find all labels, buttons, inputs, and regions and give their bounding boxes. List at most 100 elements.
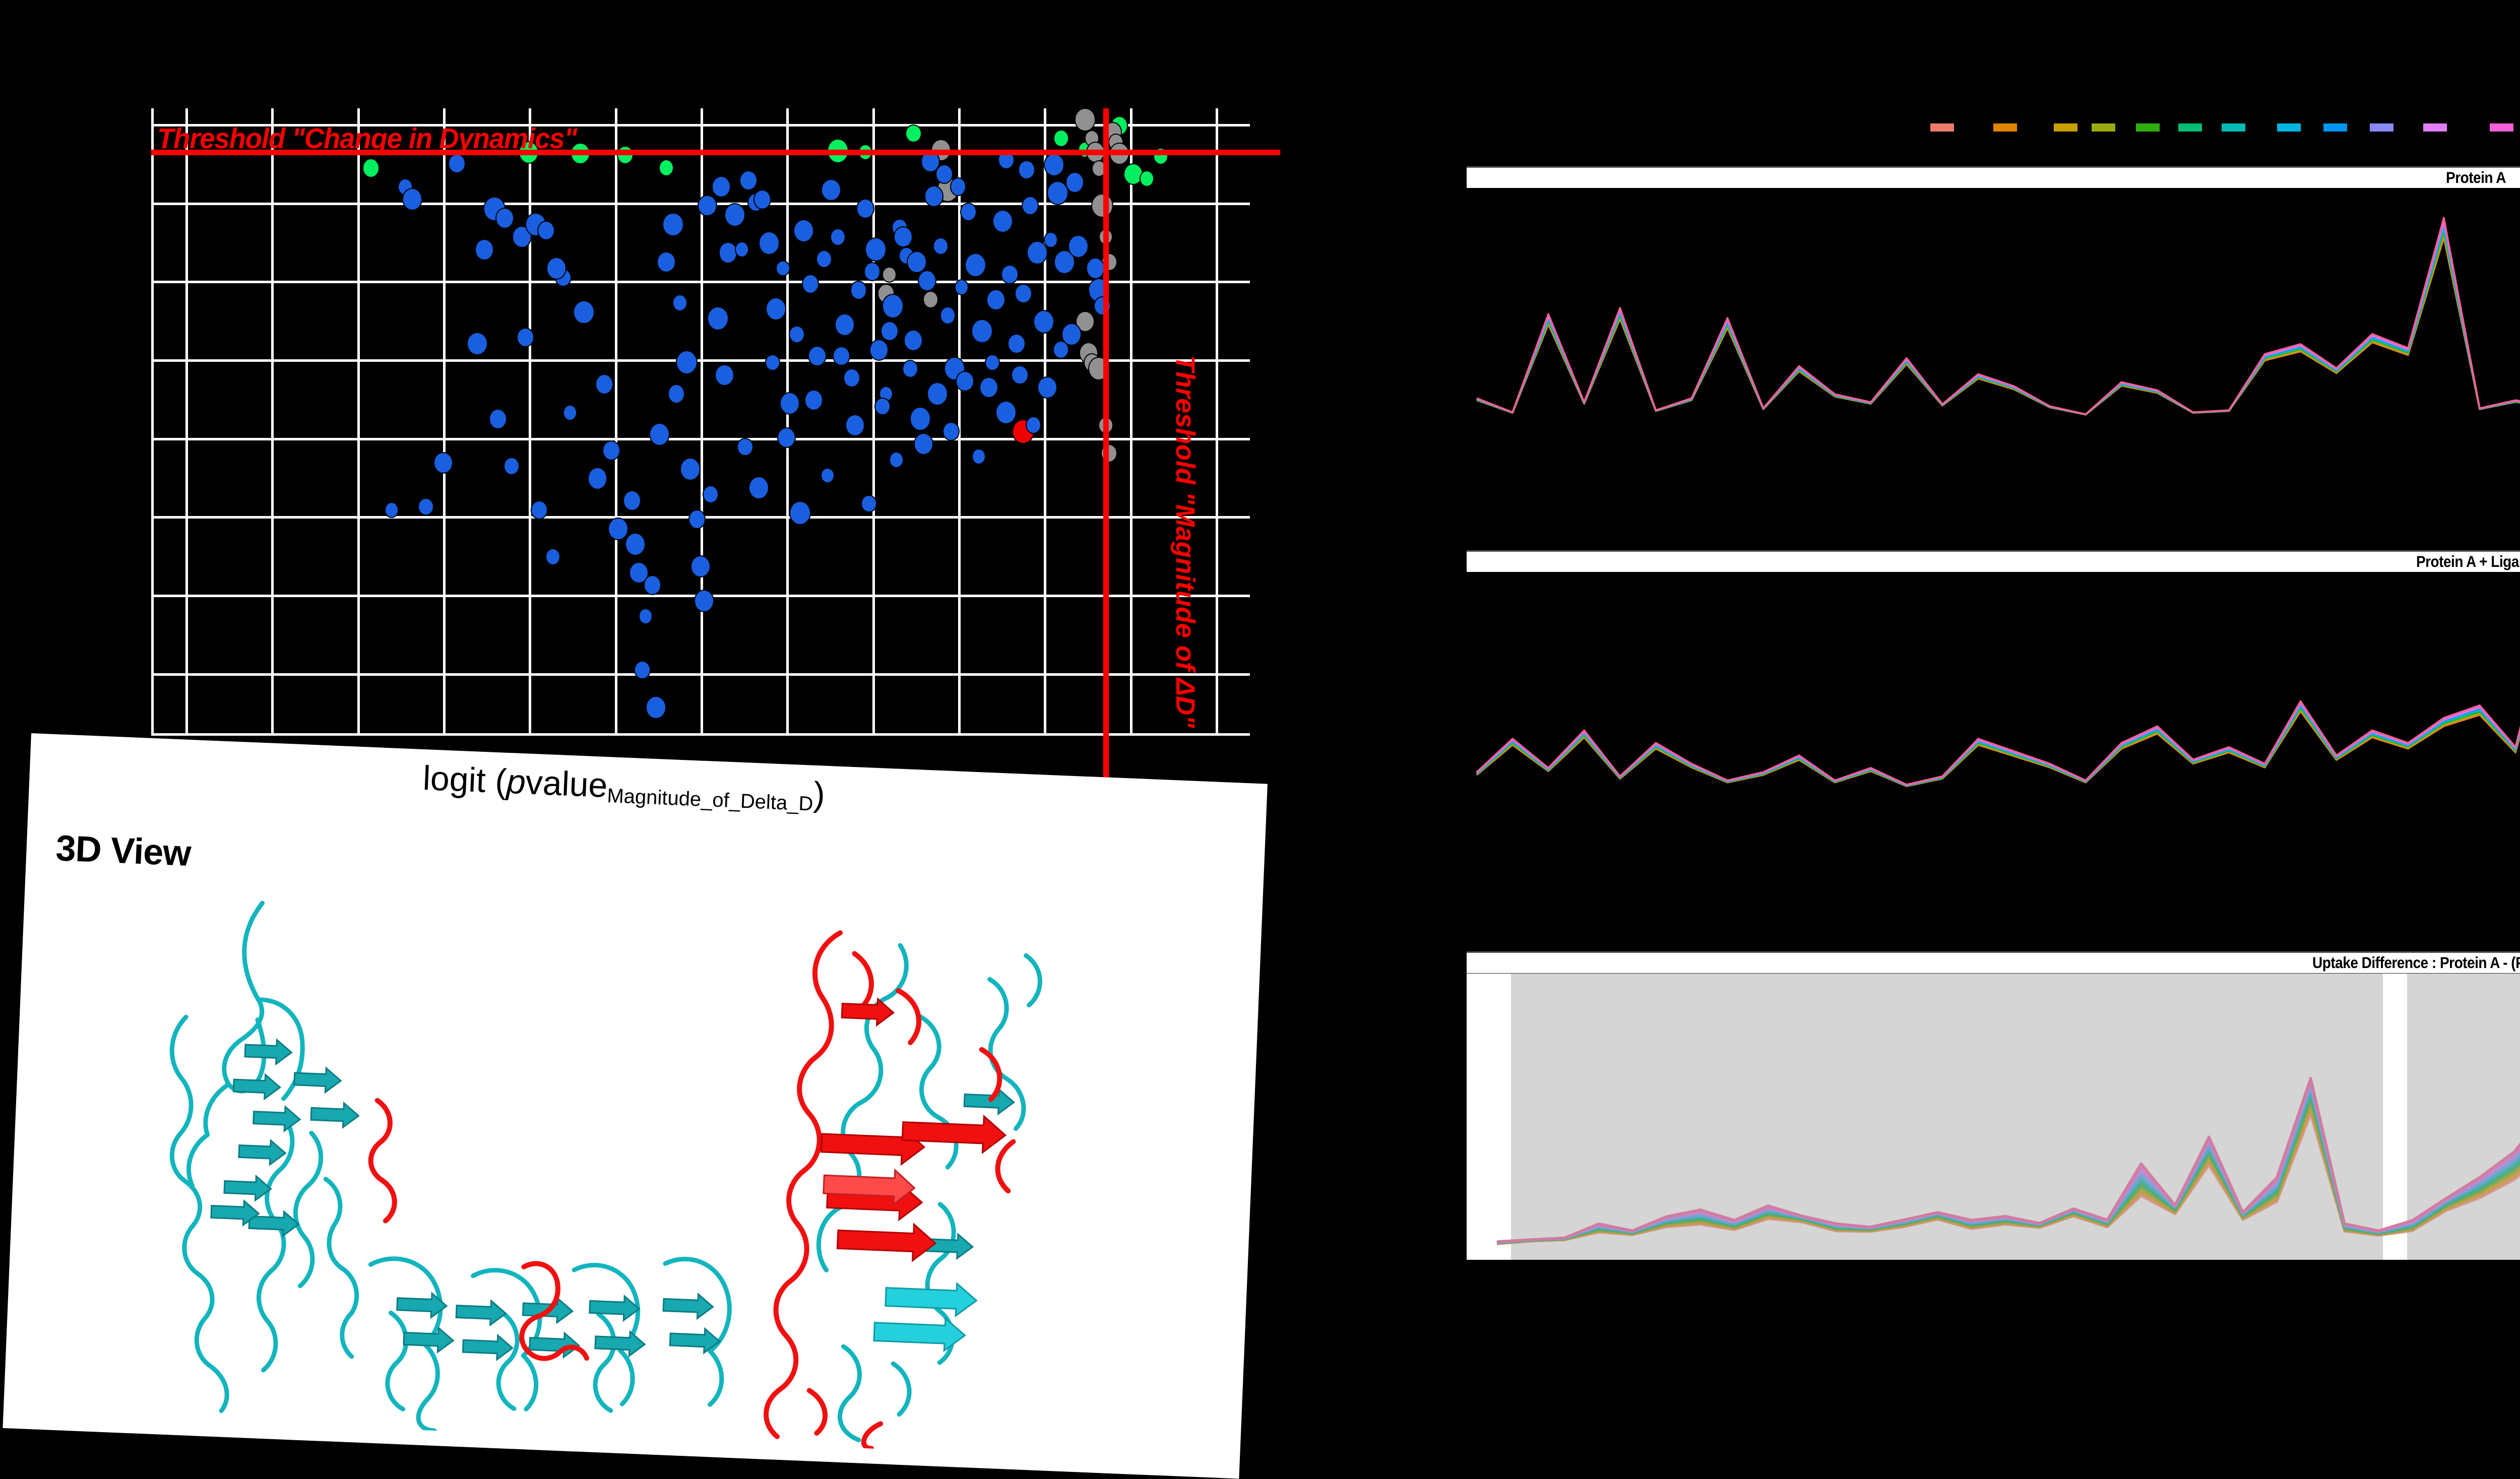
volcano-data-point[interactable]	[917, 270, 937, 292]
volcano-data-point[interactable]	[942, 422, 960, 441]
volcano-data-point[interactable]	[1065, 172, 1085, 193]
volcano-data-point[interactable]	[643, 575, 662, 596]
volcano-data-point[interactable]	[595, 374, 614, 395]
volcano-data-point[interactable]	[1026, 416, 1042, 434]
volcano-data-point[interactable]	[629, 561, 649, 584]
volcano-data-point[interactable]	[649, 423, 670, 446]
volcano-data-point[interactable]	[433, 452, 453, 474]
volcano-data-point[interactable]	[907, 250, 927, 274]
volcano-data-point[interactable]	[956, 370, 975, 392]
volcano-data-point[interactable]	[808, 346, 827, 367]
legend-swatch-11[interactable]	[2423, 123, 2447, 132]
volcano-data-point[interactable]	[793, 219, 814, 242]
volcano-data-point[interactable]	[830, 228, 846, 246]
volcano-data-point[interactable]	[362, 158, 380, 178]
volcano-data-point[interactable]	[748, 476, 770, 500]
volcano-data-point[interactable]	[954, 279, 969, 295]
volcano-data-point[interactable]	[753, 189, 772, 210]
volcano-data-point[interactable]	[869, 339, 889, 361]
volcano-data-point[interactable]	[668, 384, 685, 404]
volcano-data-point[interactable]	[467, 332, 488, 356]
legend-swatch-12[interactable]	[2490, 123, 2513, 132]
volcano-data-point[interactable]	[909, 407, 931, 431]
3d-view-panel[interactable]: logit (pvalueMagnitude_of_Delta_D) 3D Vi…	[3, 733, 1268, 1479]
volcano-data-point[interactable]	[1015, 283, 1032, 303]
uptake-plot-protein-a[interactable]	[1467, 191, 2520, 438]
volcano-data-point[interactable]	[646, 696, 666, 719]
volcano-data-point[interactable]	[563, 405, 578, 421]
volcano-data-point[interactable]	[402, 188, 422, 211]
legend-swatch-9[interactable]	[2323, 123, 2347, 132]
volcano-data-point[interactable]	[1047, 181, 1068, 206]
legend-swatch-7[interactable]	[2222, 123, 2245, 132]
volcano-data-point[interactable]	[703, 485, 719, 503]
volcano-data-point[interactable]	[698, 195, 717, 217]
volcano-data-point[interactable]	[488, 408, 508, 429]
volcano-data-point[interactable]	[1007, 333, 1026, 354]
legend-swatch-4[interactable]	[2092, 123, 2115, 132]
legend-swatch-3[interactable]	[2054, 123, 2077, 132]
uptake-legend[interactable]	[1457, 123, 2520, 137]
volcano-data-point[interactable]	[679, 457, 701, 481]
volcano-data-point[interactable]	[724, 203, 746, 227]
volcano-data-point[interactable]	[880, 320, 899, 342]
volcano-data-point[interactable]	[939, 306, 956, 325]
volcano-data-point[interactable]	[971, 319, 993, 343]
volcano-data-point[interactable]	[676, 350, 698, 375]
legend-swatch-2[interactable]	[1993, 123, 2017, 132]
volcano-data-point[interactable]	[835, 313, 855, 336]
volcano-data-point[interactable]	[935, 164, 954, 184]
volcano-data-point[interactable]	[889, 451, 904, 468]
volcano-data-point[interactable]	[832, 346, 850, 366]
volcano-data-point[interactable]	[986, 289, 1005, 310]
volcano-data-point[interactable]	[638, 608, 653, 625]
volcano-data-point[interactable]	[694, 589, 714, 612]
volcano-data-point[interactable]	[821, 467, 835, 484]
volcano-data-point[interactable]	[690, 555, 711, 578]
legend-swatch-1[interactable]	[1930, 123, 1954, 132]
volcano-data-point[interactable]	[905, 124, 922, 143]
volcano-data-point[interactable]	[622, 490, 641, 511]
volcano-data-point[interactable]	[933, 237, 949, 255]
volcano-data-point[interactable]	[766, 297, 787, 321]
volcano-data-point[interactable]	[950, 177, 967, 196]
volcano-data-point[interactable]	[662, 212, 684, 236]
volcano-data-point[interactable]	[718, 242, 738, 264]
legend-swatch-8[interactable]	[2277, 123, 2301, 132]
volcano-data-point[interactable]	[1053, 341, 1069, 359]
volcano-data-point[interactable]	[914, 433, 934, 455]
volcano-data-point[interactable]	[495, 207, 515, 229]
volcano-data-point[interactable]	[985, 354, 1000, 371]
volcano-data-point[interactable]	[625, 533, 646, 556]
volcano-data-point[interactable]	[843, 368, 860, 388]
volcano-data-point[interactable]	[602, 440, 620, 461]
volcano-data-point[interactable]	[821, 178, 841, 202]
volcano-data-point[interactable]	[545, 548, 560, 565]
volcano-data-point[interactable]	[922, 291, 939, 309]
volcano-data-point[interactable]	[1000, 265, 1019, 285]
uptake-plot-protein-a-ligand[interactable]	[1467, 574, 2520, 826]
volcano-data-point[interactable]	[1026, 240, 1048, 265]
volcano-data-point[interactable]	[894, 226, 913, 248]
volcano-data-point[interactable]	[634, 660, 651, 679]
volcano-data-point[interactable]	[856, 199, 874, 219]
volcano-data-point[interactable]	[801, 274, 820, 294]
volcano-data-point[interactable]	[1075, 108, 1096, 132]
volcano-data-point[interactable]	[1018, 160, 1035, 179]
volcano-data-point[interactable]	[926, 381, 949, 406]
volcano-data-point[interactable]	[715, 364, 734, 386]
volcano-data-point[interactable]	[789, 500, 811, 526]
volcano-data-point[interactable]	[995, 401, 1017, 425]
volcano-data-point[interactable]	[776, 260, 790, 277]
volcano-data-point[interactable]	[573, 300, 595, 325]
volcano-data-point[interactable]	[1033, 309, 1055, 334]
legend-swatch-6[interactable]	[2178, 123, 2202, 132]
volcano-data-point[interactable]	[902, 359, 918, 378]
volcano-data-point[interactable]	[881, 293, 904, 318]
uptake-plot-difference[interactable]	[1467, 974, 2520, 1260]
volcano-data-point[interactable]	[530, 500, 548, 520]
volcano-data-point[interactable]	[734, 241, 749, 258]
volcano-data-point[interactable]	[1086, 258, 1105, 279]
volcano-data-point[interactable]	[850, 281, 867, 300]
volcano-data-point[interactable]	[608, 517, 628, 540]
